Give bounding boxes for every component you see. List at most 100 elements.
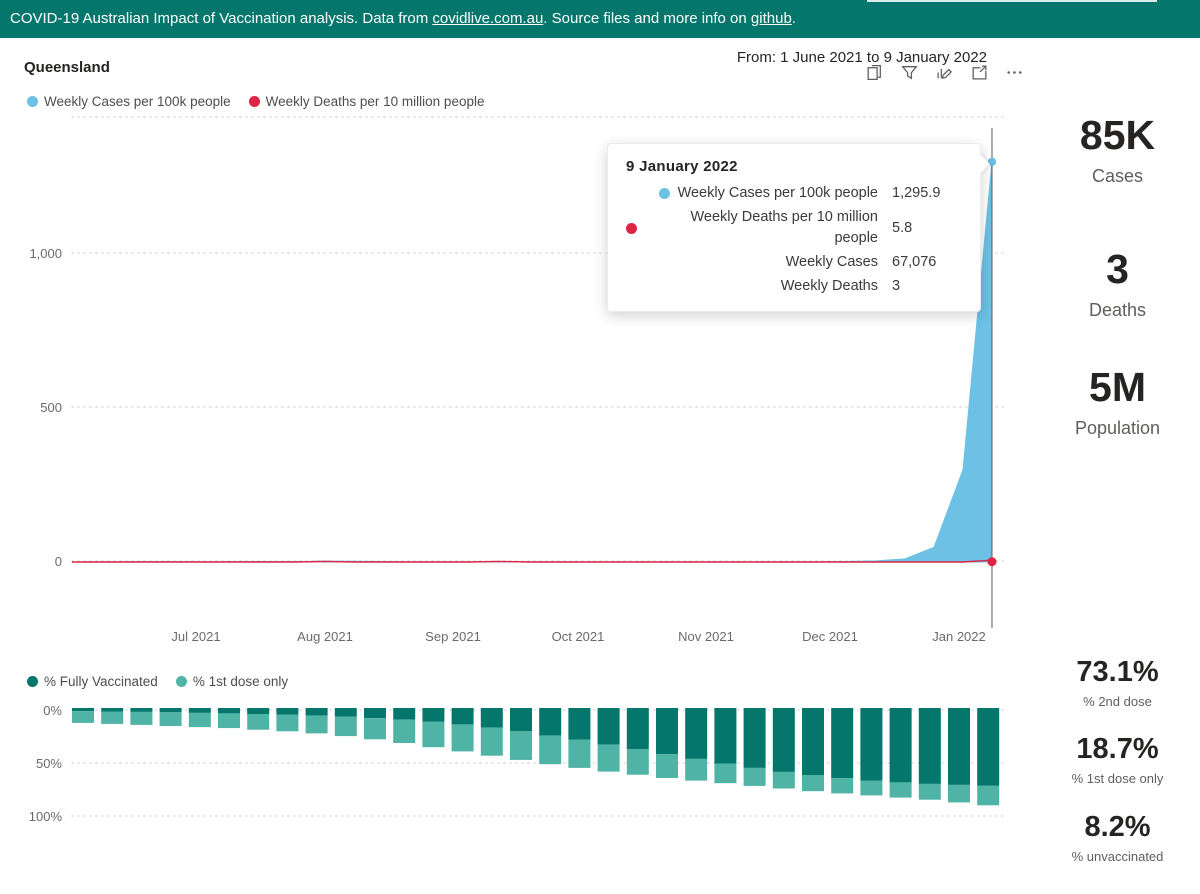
banner-highlight-line [867, 0, 1157, 2]
kpi-label: % unvaccinated [1071, 849, 1164, 864]
deaths-marker-dot[interactable] [987, 557, 997, 567]
personalize-visual-icon[interactable] [934, 62, 954, 82]
bar-first-dose-only[interactable] [860, 780, 883, 796]
bar-first-dose-only[interactable] [948, 784, 970, 803]
tooltip-row: Weekly Deaths 3 [626, 276, 962, 297]
bar-first-dose-only[interactable] [568, 739, 591, 768]
tooltip-dot-blue-icon [658, 188, 670, 199]
y-axis-tick: 100% [28, 809, 62, 824]
bar-fully-vaccinated[interactable] [685, 708, 708, 759]
bar-first-dose-only[interactable] [364, 718, 386, 740]
bar-fully-vaccinated[interactable] [451, 708, 474, 725]
bar-fully-vaccinated[interactable] [393, 708, 416, 720]
bar-first-dose-only[interactable] [510, 731, 532, 760]
legend-label: Weekly Cases per 100k people [44, 94, 231, 109]
focus-mode-icon[interactable] [969, 62, 989, 82]
filter-icon[interactable] [899, 62, 919, 82]
tooltip-label: Weekly Deaths per 10 million people [690, 209, 878, 246]
bar-fully-vaccinated[interactable] [597, 708, 620, 745]
bar-first-dose-only[interactable] [188, 712, 211, 728]
weekly-deaths-line[interactable] [72, 559, 993, 563]
bar-fully-vaccinated[interactable] [188, 708, 211, 713]
bar-first-dose-only[interactable] [656, 754, 678, 778]
tooltip-label: Weekly Cases [785, 254, 878, 270]
bar-first-dose-only[interactable] [802, 775, 824, 792]
bar-fully-vaccinated[interactable] [977, 708, 1000, 786]
bar-first-dose-only[interactable] [714, 763, 737, 784]
bar-fully-vaccinated[interactable] [159, 708, 182, 713]
bar-first-dose-only[interactable] [597, 744, 620, 772]
bar-first-dose-only[interactable] [393, 719, 416, 743]
kpi-value: 73.1% [1076, 656, 1159, 688]
kpi-value: 18.7% [1076, 733, 1159, 765]
visual-toolbar [864, 62, 1024, 82]
bar-fully-vaccinated[interactable] [364, 708, 386, 719]
bar-first-dose-only[interactable] [977, 785, 1000, 806]
bar-fully-vaccinated[interactable] [247, 708, 270, 714]
bar-fully-vaccinated[interactable] [889, 708, 912, 783]
bar-fully-vaccinated[interactable] [130, 708, 153, 712]
covidlive-link[interactable]: covidlive.com.au [432, 10, 544, 27]
bar-fully-vaccinated[interactable] [948, 708, 970, 785]
bar-first-dose-only[interactable] [889, 782, 912, 798]
bar-fully-vaccinated[interactable] [568, 708, 591, 740]
bar-first-dose-only[interactable] [305, 715, 328, 734]
bar-fully-vaccinated[interactable] [510, 708, 532, 732]
bar-first-dose-only[interactable] [422, 721, 445, 748]
bar-first-dose-only[interactable] [918, 783, 941, 800]
bar-first-dose-only[interactable] [685, 758, 708, 781]
bar-first-dose-only[interactable] [480, 727, 503, 756]
bar-fully-vaccinated[interactable] [626, 708, 649, 750]
bar-fully-vaccinated[interactable] [802, 708, 824, 776]
bar-fully-vaccinated[interactable] [656, 708, 678, 755]
bar-first-dose-only[interactable] [451, 724, 474, 752]
kpi-second-dose: 73.1% % 2nd dose [1040, 656, 1195, 709]
tooltip-value: 67,076 [892, 254, 937, 270]
bar-fully-vaccinated[interactable] [772, 708, 795, 772]
tooltip-dot-red-icon [626, 222, 637, 234]
bar-fully-vaccinated[interactable] [72, 708, 94, 712]
legend-item-weekly-deaths[interactable]: Weekly Deaths per 10 million people [248, 94, 485, 109]
legend-item-first-dose-only[interactable]: % 1st dose only [175, 674, 288, 689]
copy-visual-icon[interactable] [864, 62, 884, 82]
bar-first-dose-only[interactable] [218, 713, 240, 729]
bar-fully-vaccinated[interactable] [743, 708, 766, 768]
kpi-label: Cases [1091, 166, 1144, 186]
legend-label: Weekly Deaths per 10 million people [265, 94, 485, 109]
bar-fully-vaccinated[interactable] [101, 708, 124, 712]
tooltip-label: Weekly Cases per 100k people [677, 185, 878, 201]
bar-fully-vaccinated[interactable] [539, 708, 562, 736]
bar-first-dose-only[interactable] [831, 778, 854, 794]
tooltip-value: 1,295.9 [892, 185, 941, 201]
banner-text: . [791, 10, 796, 27]
bar-fully-vaccinated[interactable] [218, 708, 240, 714]
bar-first-dose-only[interactable] [743, 767, 766, 786]
bar-first-dose-only[interactable] [72, 711, 94, 723]
bar-fully-vaccinated[interactable] [422, 708, 445, 722]
bar-first-dose-only[interactable] [772, 771, 795, 789]
bar-first-dose-only[interactable] [626, 749, 649, 775]
bar-first-dose-only[interactable] [101, 711, 124, 724]
bar-first-dose-only[interactable] [276, 714, 299, 732]
legend-item-weekly-cases[interactable]: Weekly Cases per 100k people [27, 94, 231, 109]
more-options-icon[interactable] [1004, 62, 1024, 82]
page-title: Queensland [24, 59, 110, 76]
bar-first-dose-only[interactable] [539, 735, 562, 765]
bar-fully-vaccinated[interactable] [860, 708, 883, 781]
bar-first-dose-only[interactable] [247, 714, 270, 730]
bar-first-dose-only[interactable] [334, 716, 357, 737]
bar-fully-vaccinated[interactable] [276, 708, 299, 715]
bar-first-dose-only[interactable] [130, 711, 153, 725]
github-link[interactable]: github [750, 10, 792, 27]
legend-item-fully-vaccinated[interactable]: % Fully Vaccinated [27, 674, 158, 689]
bar-fully-vaccinated[interactable] [305, 708, 328, 716]
bar-fully-vaccinated[interactable] [831, 708, 854, 779]
bar-fully-vaccinated[interactable] [714, 708, 737, 764]
x-axis-tick: Dec 2021 [802, 629, 858, 644]
filter-summary: From: 1 June 2021 to 9 January 2022 [736, 49, 987, 66]
bar-fully-vaccinated[interactable] [334, 708, 357, 717]
bar-fully-vaccinated[interactable] [480, 708, 503, 728]
bar-fully-vaccinated[interactable] [918, 708, 941, 784]
bar-first-dose-only[interactable] [159, 712, 182, 726]
